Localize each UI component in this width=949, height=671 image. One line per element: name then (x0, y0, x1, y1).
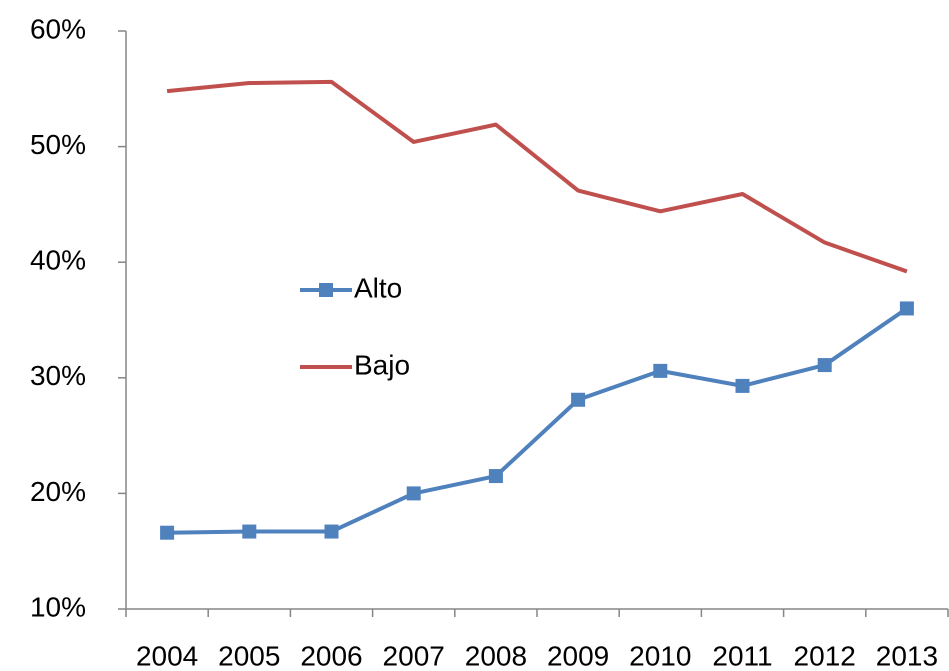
y-tick-label: 20% (30, 476, 86, 507)
x-tick-label: 2007 (383, 640, 445, 671)
x-tick-label: 2010 (629, 640, 691, 671)
y-tick-label: 30% (30, 360, 86, 391)
x-tick-label: 2009 (547, 640, 609, 671)
x-tick-label: 2008 (465, 640, 527, 671)
marker (571, 392, 586, 407)
x-tick-label: 2013 (876, 640, 938, 671)
y-tick-label: 50% (30, 129, 86, 160)
marker (406, 486, 421, 501)
legend-label: Alto (354, 272, 402, 303)
x-tick-label: 2012 (794, 640, 856, 671)
y-tick-label: 10% (30, 591, 86, 622)
marker (817, 358, 832, 373)
marker (242, 524, 257, 539)
y-tick-label: 60% (30, 13, 86, 44)
marker (653, 363, 668, 378)
series-line (166, 79, 908, 274)
marker (324, 524, 339, 539)
x-tick-label: 2004 (136, 640, 198, 671)
series-line (167, 306, 909, 535)
x-tick-label: 2006 (300, 640, 362, 671)
x-tick-label: 2005 (218, 640, 280, 671)
x-tick-label: 2011 (712, 640, 772, 671)
marker (899, 301, 914, 316)
marker (160, 525, 175, 540)
y-tick-label: 40% (30, 245, 86, 276)
legend-label: Bajo (354, 349, 410, 380)
legend-marker (319, 283, 333, 297)
marker (735, 378, 750, 393)
marker (488, 469, 503, 484)
